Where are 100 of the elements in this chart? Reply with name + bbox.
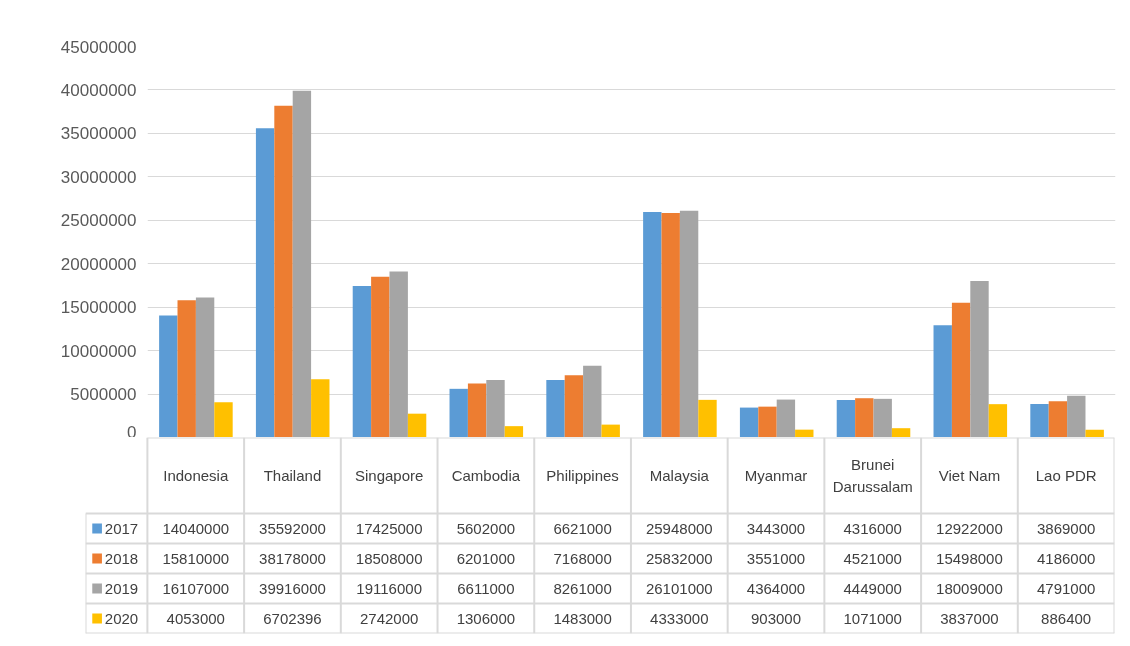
bar xyxy=(311,379,330,437)
bar xyxy=(407,413,427,437)
bar xyxy=(891,428,911,437)
data-label: 25948000 xyxy=(645,519,713,537)
y-tick-label: 0 xyxy=(127,422,137,442)
data-label: 6621000 xyxy=(553,519,612,537)
y-tick-label: 30000000 xyxy=(60,167,137,187)
bar xyxy=(292,90,312,437)
x-tick-label: Brunei Darussalam xyxy=(832,455,913,496)
data-label: 15498000 xyxy=(936,549,1003,567)
y-tick-label: 10000000 xyxy=(60,341,137,361)
bar xyxy=(679,210,699,437)
bar xyxy=(486,380,505,437)
data-label: 6611000 xyxy=(457,579,515,597)
data-label: 3869000 xyxy=(1036,519,1096,537)
x-tick-label: Myanmar xyxy=(744,467,808,484)
data-label: 6702396 xyxy=(263,609,322,627)
legend-label: 2017 xyxy=(104,519,139,537)
x-tick-label: Philippines xyxy=(546,467,619,484)
x-tick-label: Malaysia xyxy=(649,467,710,484)
data-label: 39916000 xyxy=(259,579,326,597)
y-tick-label: 5000000 xyxy=(70,385,137,405)
legend-label: 2019 xyxy=(104,579,139,597)
y-tick-label: 20000000 xyxy=(60,254,137,274)
data-label: 7168000 xyxy=(553,549,612,567)
data-label: 1306000 xyxy=(456,609,516,627)
data-label: 5602000 xyxy=(456,519,516,537)
data-label: 4791000 xyxy=(1036,579,1096,597)
y-tick-label: 40000000 xyxy=(60,80,137,100)
data-label: 886400 xyxy=(1041,609,1092,627)
x-tick-label: Indonesia xyxy=(163,467,229,484)
x-tick-label: Singapore xyxy=(354,467,424,484)
y-tick-label: 35000000 xyxy=(60,124,137,144)
data-label: 1483000 xyxy=(553,609,612,627)
data-label: 26101000 xyxy=(645,579,713,597)
bar xyxy=(195,297,215,437)
bar xyxy=(214,402,233,437)
data-label: 3551000 xyxy=(746,549,806,567)
data-label: 4449000 xyxy=(843,579,902,597)
bar xyxy=(371,276,390,437)
bar xyxy=(970,281,989,437)
bar xyxy=(449,388,468,437)
x-tick-label: Lao PDR xyxy=(1035,467,1097,484)
bar xyxy=(504,426,524,437)
data-label: 19116000 xyxy=(356,579,422,597)
data-label: 18009000 xyxy=(936,579,1003,597)
data-label: 4186000 xyxy=(1036,549,1096,567)
data-label: 3443000 xyxy=(746,519,806,537)
data-label: 1071000 xyxy=(843,609,902,627)
data-label: 4333000 xyxy=(650,609,709,627)
data-label: 12922000 xyxy=(936,519,1003,537)
bar xyxy=(1067,395,1086,437)
legend-label: 2018 xyxy=(104,549,139,567)
bar xyxy=(661,213,680,437)
bar xyxy=(583,365,602,437)
bar xyxy=(739,407,759,437)
bar xyxy=(389,271,408,437)
bar xyxy=(643,212,662,437)
bar xyxy=(1085,429,1104,437)
data-label: 3837000 xyxy=(940,609,999,627)
bar xyxy=(933,325,952,437)
data-label: 6201000 xyxy=(456,549,516,567)
y-tick-label: 45000000 xyxy=(60,37,137,57)
data-label: 35592000 xyxy=(259,519,326,537)
data-label: 2742000 xyxy=(359,609,419,627)
data-label: 4053000 xyxy=(166,609,225,627)
bar xyxy=(564,375,584,437)
data-label: 17425000 xyxy=(355,519,423,537)
data-label: 25832000 xyxy=(645,549,713,567)
bar xyxy=(352,286,372,437)
data-label: 903000 xyxy=(750,609,802,627)
bar xyxy=(873,398,892,437)
data-label: 4316000 xyxy=(843,519,902,537)
bar xyxy=(855,398,874,437)
x-tick-label: Viet Nam xyxy=(938,467,1001,484)
data-label: 4521000 xyxy=(843,549,902,567)
y-tick-label: 25000000 xyxy=(60,211,137,231)
data-label: 16107000 xyxy=(162,579,230,597)
x-tick-label: Thailand xyxy=(263,467,322,484)
bar xyxy=(1030,403,1049,437)
bar xyxy=(698,399,717,437)
data-label: 4364000 xyxy=(746,579,806,597)
bar xyxy=(601,424,620,437)
bar xyxy=(1048,401,1068,437)
bar xyxy=(546,379,565,437)
data-label: 38178000 xyxy=(259,549,326,567)
bar xyxy=(177,300,196,437)
bar xyxy=(988,404,1008,437)
bar xyxy=(274,105,293,437)
bar xyxy=(795,429,814,437)
data-label: 15810000 xyxy=(162,549,230,567)
bar xyxy=(836,400,856,437)
bar xyxy=(951,302,971,437)
bar xyxy=(255,128,275,437)
legend-label: 2020 xyxy=(104,609,139,627)
x-tick-label: Cambodia xyxy=(451,467,521,484)
data-label: 8261000 xyxy=(553,579,612,597)
bar xyxy=(159,315,178,437)
bar xyxy=(776,399,796,437)
bar xyxy=(758,406,777,437)
